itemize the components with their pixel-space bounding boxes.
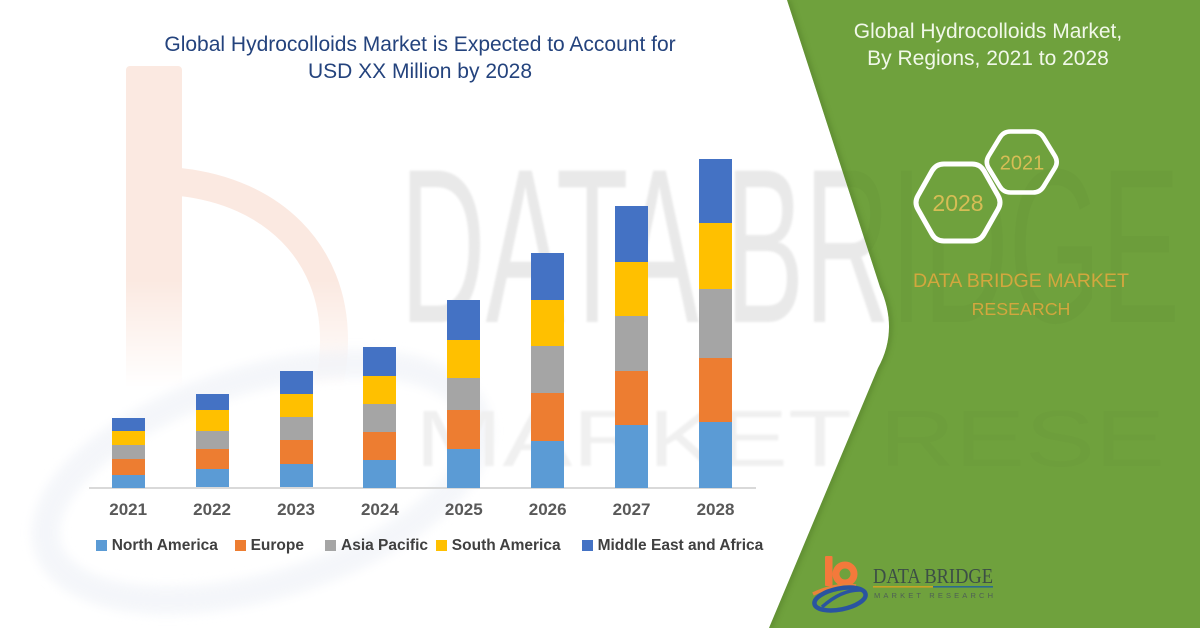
- svg-text:DATA BRIDGE: DATA BRIDGE: [400, 123, 1180, 369]
- svg-text:DATA BRIDGE: DATA BRIDGE: [873, 564, 993, 588]
- svg-text:MARKET RESEARCH: MARKET RESEARCH: [874, 591, 996, 600]
- svg-text:2028: 2028: [932, 190, 983, 216]
- svg-text:2021: 2021: [1000, 153, 1045, 175]
- svg-text:MARKET RESE: MARKET RESE: [415, 394, 1165, 483]
